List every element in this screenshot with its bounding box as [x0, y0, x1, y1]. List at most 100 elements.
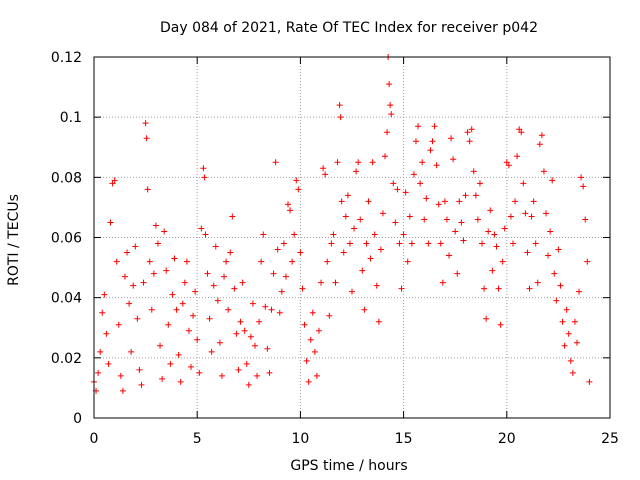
- data-point: [479, 240, 486, 247]
- data-point: [249, 300, 256, 307]
- data-point: [192, 288, 199, 295]
- data-point: [423, 195, 430, 202]
- data-point: [456, 198, 463, 205]
- data-point: [512, 198, 519, 205]
- data-point: [441, 198, 448, 205]
- data-point: [200, 165, 207, 172]
- y-tick-label: 0.02: [51, 351, 82, 367]
- data-point: [557, 282, 564, 289]
- data-point: [373, 282, 380, 289]
- data-point: [404, 258, 411, 265]
- data-point: [530, 198, 537, 205]
- data-point: [499, 258, 506, 265]
- data-point: [543, 210, 550, 217]
- data-point: [126, 300, 133, 307]
- data-point: [338, 198, 345, 205]
- data-point: [326, 312, 333, 319]
- chart-title: Day 084 of 2021, Rate Of TEC Index for r…: [160, 20, 538, 36]
- data-point: [458, 219, 465, 226]
- data-points: [91, 54, 593, 394]
- data-point: [369, 159, 376, 166]
- data-point: [402, 189, 409, 196]
- data-point: [520, 180, 527, 187]
- y-tick-label: 0: [73, 411, 82, 427]
- data-point: [586, 378, 593, 385]
- data-point: [431, 123, 438, 130]
- data-point: [256, 318, 263, 325]
- data-point: [495, 285, 502, 292]
- data-point: [518, 129, 525, 136]
- data-point: [328, 240, 335, 247]
- data-point: [481, 285, 488, 292]
- data-point: [299, 285, 306, 292]
- data-point: [551, 270, 558, 277]
- data-point: [466, 138, 473, 145]
- data-point: [501, 225, 508, 232]
- data-point: [355, 159, 362, 166]
- data-point: [394, 186, 401, 193]
- x-axis-title: GPS time / hours: [290, 458, 407, 474]
- data-point: [128, 348, 135, 355]
- data-point: [375, 318, 382, 325]
- data-point: [276, 309, 283, 316]
- data-point: [400, 231, 407, 238]
- data-point: [509, 240, 516, 247]
- data-point: [190, 312, 197, 319]
- data-point: [289, 258, 296, 265]
- data-point: [450, 156, 457, 163]
- data-point: [111, 177, 118, 184]
- data-point: [223, 258, 230, 265]
- data-point: [443, 216, 450, 223]
- data-point: [297, 249, 304, 256]
- grid-lines: [94, 57, 610, 418]
- data-point: [351, 225, 358, 232]
- data-point: [454, 270, 461, 277]
- data-point: [427, 147, 434, 154]
- data-point: [491, 231, 498, 238]
- data-point: [410, 171, 417, 178]
- data-point: [134, 315, 141, 322]
- y-tick-label: 0.1: [60, 110, 82, 126]
- data-point: [278, 288, 285, 295]
- data-point: [497, 321, 504, 328]
- data-point: [119, 387, 126, 394]
- data-point: [138, 381, 145, 388]
- data-point: [262, 303, 269, 310]
- x-tick-label: 10: [291, 431, 309, 447]
- data-point: [167, 360, 174, 367]
- data-point: [115, 321, 122, 328]
- data-point: [516, 126, 523, 133]
- data-point: [237, 318, 244, 325]
- data-point: [210, 282, 217, 289]
- x-tick-label: 25: [601, 431, 619, 447]
- data-point: [258, 258, 265, 265]
- y-tick-label: 0.12: [51, 50, 82, 66]
- y-axis-title: ROTI / TECUs: [6, 194, 22, 286]
- data-point: [198, 225, 205, 232]
- data-point: [437, 240, 444, 247]
- data-point: [287, 207, 294, 214]
- data-point: [165, 321, 172, 328]
- data-point: [408, 240, 415, 247]
- data-point: [313, 372, 320, 379]
- data-point: [371, 231, 378, 238]
- data-point: [565, 330, 572, 337]
- data-point: [538, 132, 545, 139]
- data-point: [534, 279, 541, 286]
- data-point: [388, 111, 395, 118]
- data-point: [268, 306, 275, 313]
- data-point: [185, 327, 192, 334]
- data-point: [221, 273, 228, 280]
- data-point: [270, 270, 277, 277]
- data-point: [201, 174, 208, 181]
- data-point: [476, 180, 483, 187]
- data-point: [206, 315, 213, 322]
- data-point: [493, 243, 500, 250]
- data-point: [117, 372, 124, 379]
- data-point: [245, 381, 252, 388]
- data-point: [130, 282, 137, 289]
- data-point: [415, 123, 422, 130]
- data-point: [359, 267, 366, 274]
